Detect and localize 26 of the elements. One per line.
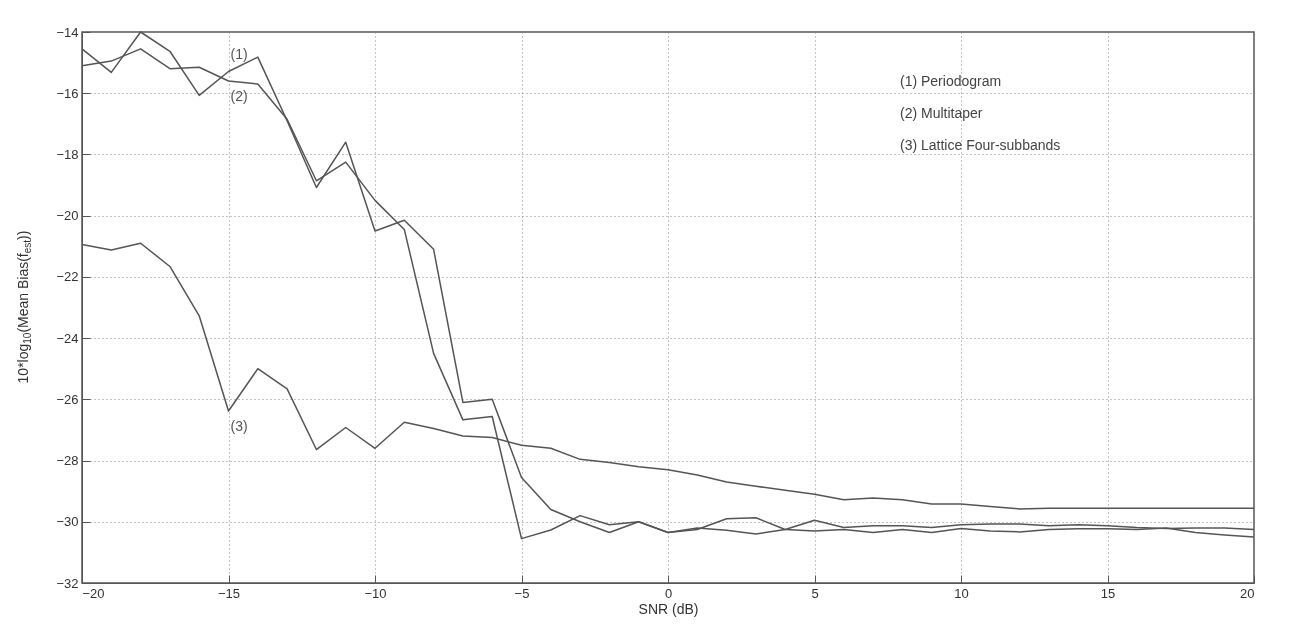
x-tick-label: 10	[954, 585, 969, 601]
x-tick-label: 20	[1240, 585, 1255, 601]
x-axis-title: SNR (dB)	[638, 600, 699, 617]
annotation: (2) Multitaper	[900, 105, 983, 121]
y-tick-label: −22	[56, 269, 79, 285]
series-label: (1)	[230, 46, 248, 63]
x-tick-label: 15	[1100, 585, 1116, 601]
y-tick-label: −26	[56, 391, 79, 407]
x-tick-label: 5	[811, 585, 819, 601]
annotation: (1) Periodogram	[900, 73, 1002, 89]
y-tick-label: −16	[56, 85, 79, 101]
y-tick-label: −20	[56, 208, 79, 224]
x-tick-label: −10	[364, 585, 387, 601]
x-tick-label: −5	[514, 585, 530, 601]
y-tick-label: −18	[56, 146, 79, 162]
y-tick-label: −30	[56, 514, 79, 530]
y-tick-label: −24	[56, 330, 79, 346]
series-label: (2)	[230, 87, 248, 104]
x-tick-label: −15	[217, 585, 241, 601]
x-tick-label: 0	[664, 585, 673, 601]
y-tick-label: −14	[56, 24, 79, 40]
y-tick-label: −32	[56, 575, 79, 591]
series-label: (3)	[230, 417, 248, 434]
x-tick-label: −20	[82, 585, 105, 601]
annotation: (3) Lattice Four-subbands	[900, 137, 1061, 153]
y-tick-label: −28	[56, 453, 79, 469]
